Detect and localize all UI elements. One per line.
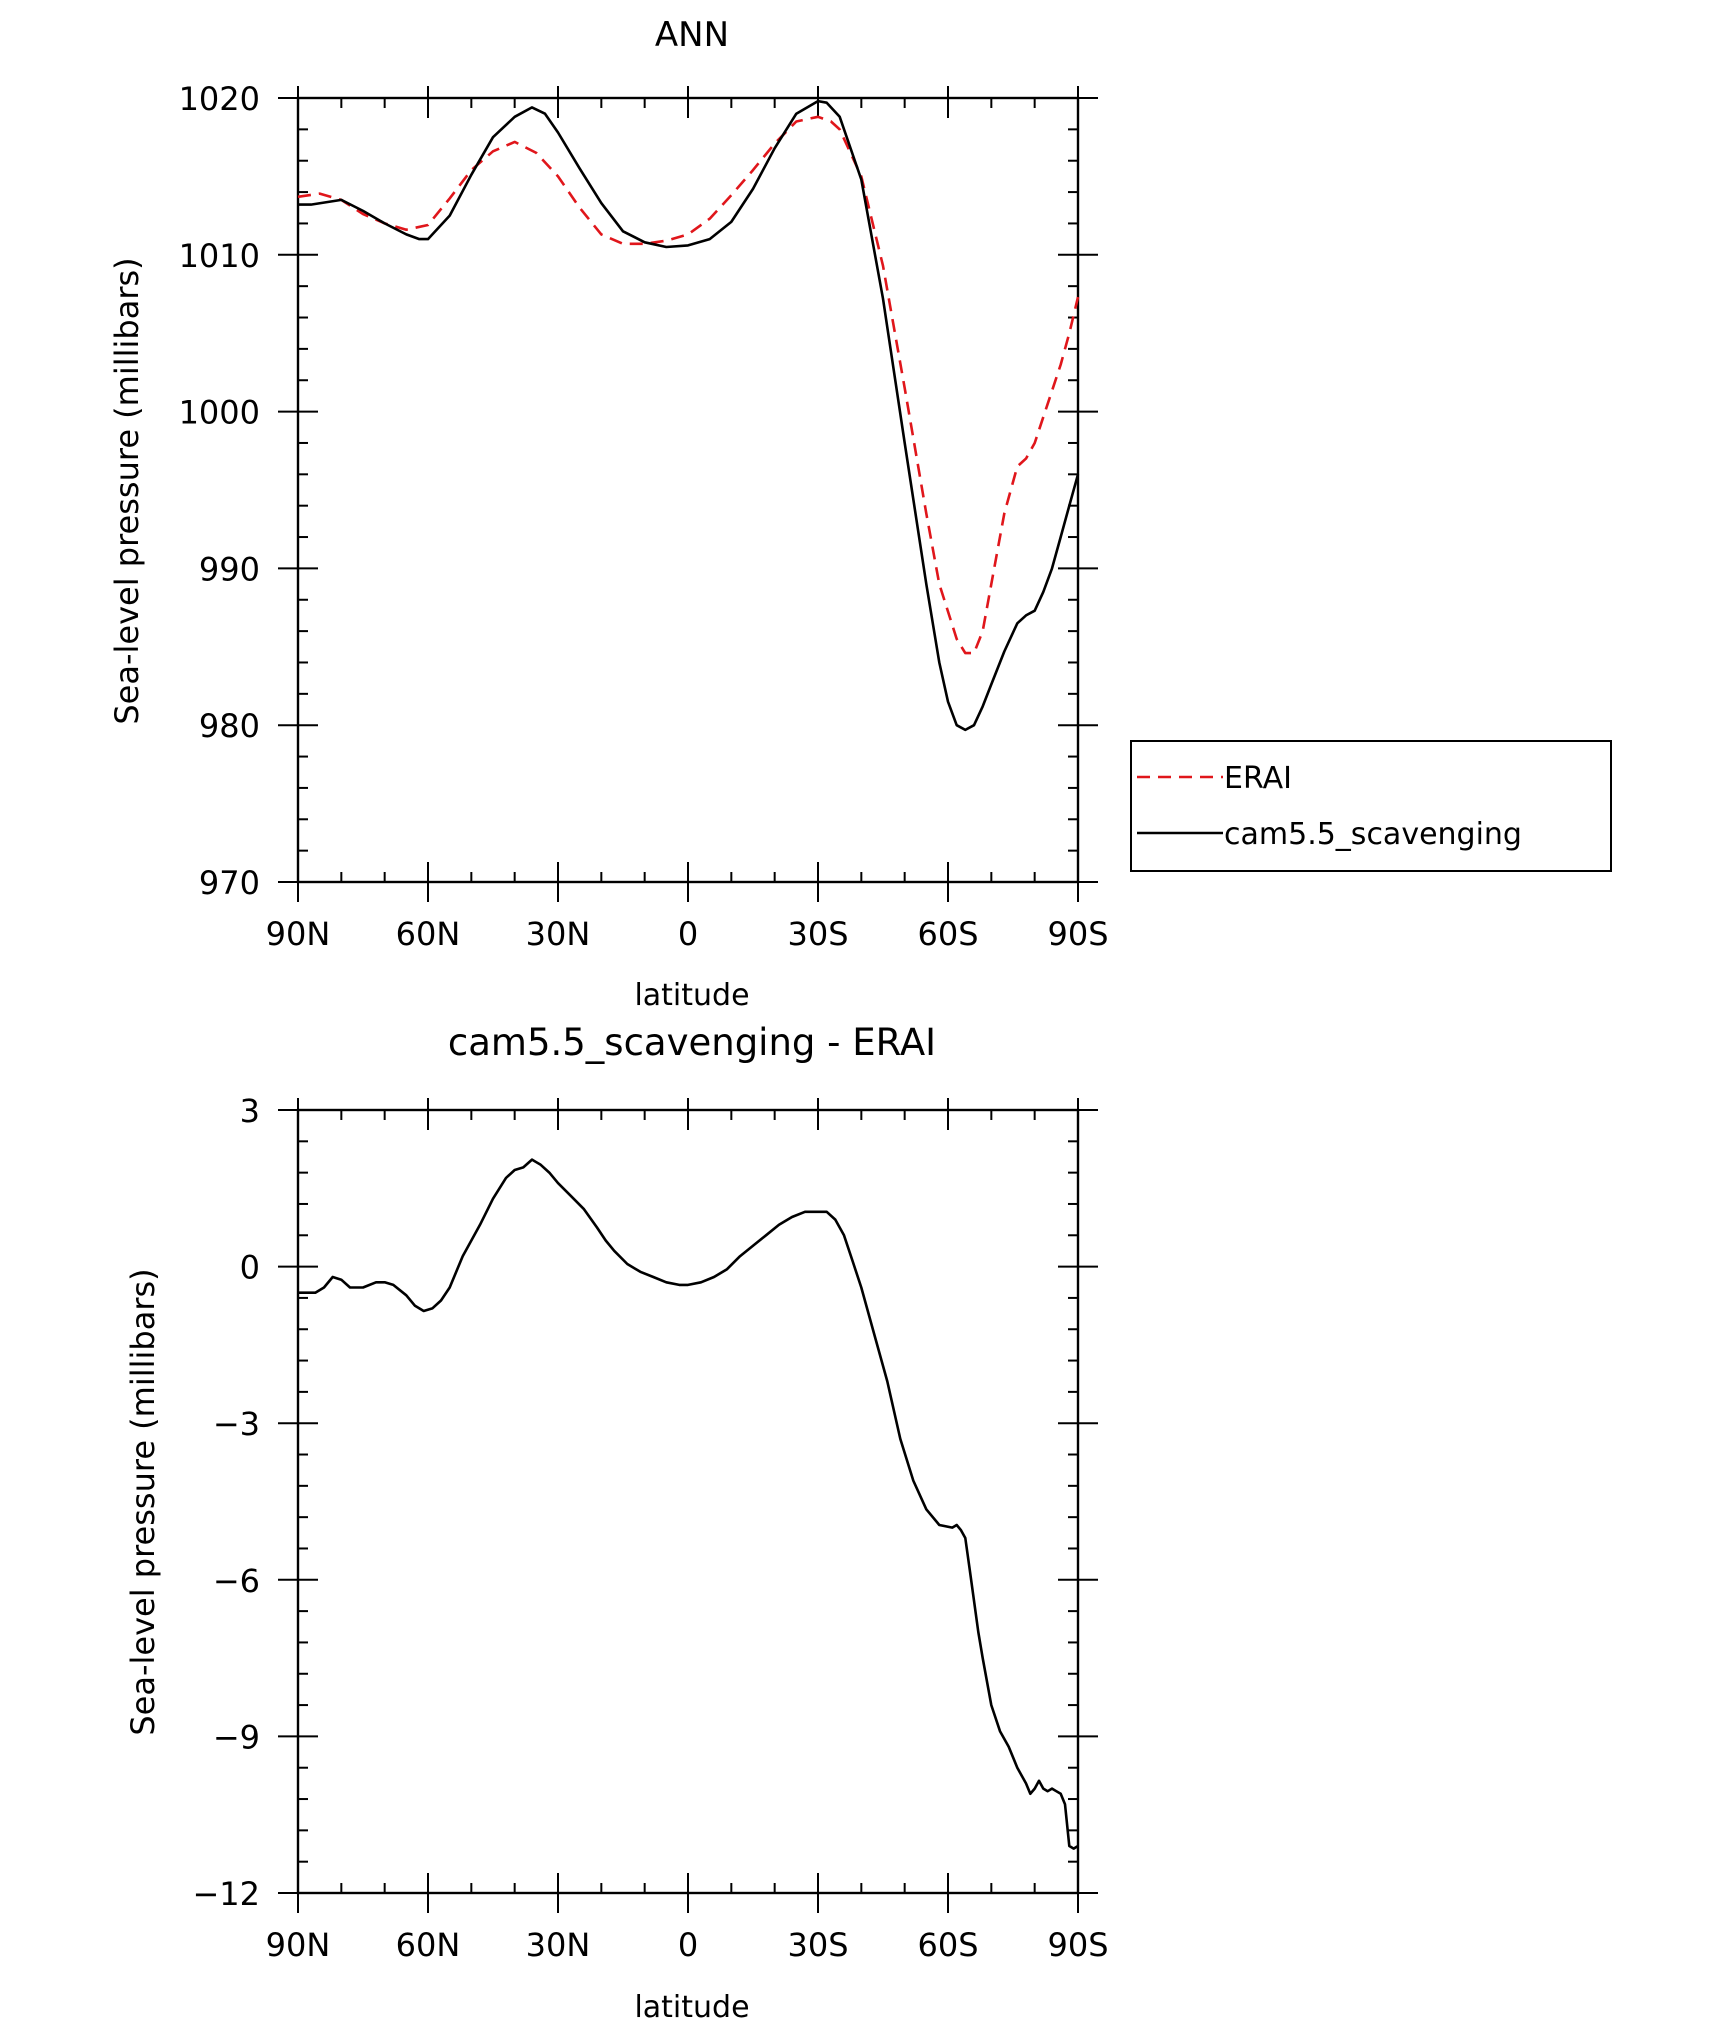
bottom-series-line-difference: [298, 1158, 1079, 1850]
bottom-plot-area: 90N 60N 30N 0 30S 60S 90S 3 0 −3 −6 −9 −12: [192, 1092, 1108, 1964]
bottom-y-tick-label: −9: [213, 1718, 260, 1756]
bottom-y-tick-label: 0: [240, 1249, 260, 1287]
top-y-tick-label: 1010: [179, 237, 260, 275]
top-x-tick-label: 60S: [917, 915, 978, 953]
top-series-line-cam5.5-scavenging: [298, 99, 1080, 732]
top-x-tick-label: 30S: [787, 915, 848, 953]
bottom-x-tick-label: 30N: [526, 1926, 591, 1964]
bottom-y-tick-label: −6: [213, 1562, 260, 1600]
top-y-tick-label: 970: [199, 864, 260, 902]
bottom-x-tick-label: 30S: [787, 1926, 848, 1964]
top-y-axis-label: Sea-level pressure (millibars): [108, 257, 146, 724]
legend-box: [1130, 740, 1612, 872]
bottom-y-tick-label: −3: [213, 1405, 260, 1443]
bottom-x-tick-label: 60S: [917, 1926, 978, 1964]
top-x-tick-label: 90N: [266, 915, 331, 953]
top-series-line-erai: [297, 115, 1080, 655]
bottom-x-tick-label: 90S: [1047, 1926, 1108, 1964]
top-plot-area: 90N 60N 30N 0 30S 60S 90S 970 980 990 1000 1010 1020: [179, 80, 1109, 953]
bottom-chart-title: cam5.5_scavenging - ERAI: [448, 1021, 936, 1064]
top-y-tick-label: 1020: [179, 80, 260, 118]
bottom-x-tick-label: 0: [678, 1926, 698, 1964]
legend-label-cam5.5-scavenging: cam5.5_scavenging: [1224, 817, 1522, 852]
top-x-tick-label: 30N: [526, 915, 591, 953]
top-x-axis-label: latitude: [634, 978, 749, 1013]
legend-label-erai: ERAI: [1224, 761, 1292, 796]
bottom-x-axis-label: latitude: [634, 1990, 749, 2021]
top-x-tick-label: 90S: [1047, 915, 1108, 953]
bottom-x-tick-label: 60N: [396, 1926, 461, 1964]
top-y-tick-label: 980: [199, 707, 260, 745]
top-x-tick-label: 0: [678, 915, 698, 953]
top-chart-title: ANN: [655, 15, 729, 55]
top-y-tick-label: 1000: [179, 394, 260, 432]
bottom-y-axis-label: Sea-level pressure (millibars): [124, 1268, 162, 1735]
legend: ERAI cam5.5_scavenging: [1130, 740, 1612, 872]
top-x-tick-label: 60N: [396, 915, 461, 953]
top-panel: ANN 90N 60N 30N 0 30S 60S 90S 970 980 990 1000 1010…: [108, 15, 1109, 1013]
bottom-y-tick-label: 3: [240, 1092, 260, 1130]
bottom-panel: cam5.5_scavenging - ERAI 90N 60N 30N 0 30S 60…: [124, 1021, 1109, 2021]
bottom-x-tick-label: 90N: [266, 1926, 331, 1964]
bottom-y-tick-label: −12: [192, 1875, 260, 1913]
top-y-tick-label: 990: [199, 550, 260, 588]
